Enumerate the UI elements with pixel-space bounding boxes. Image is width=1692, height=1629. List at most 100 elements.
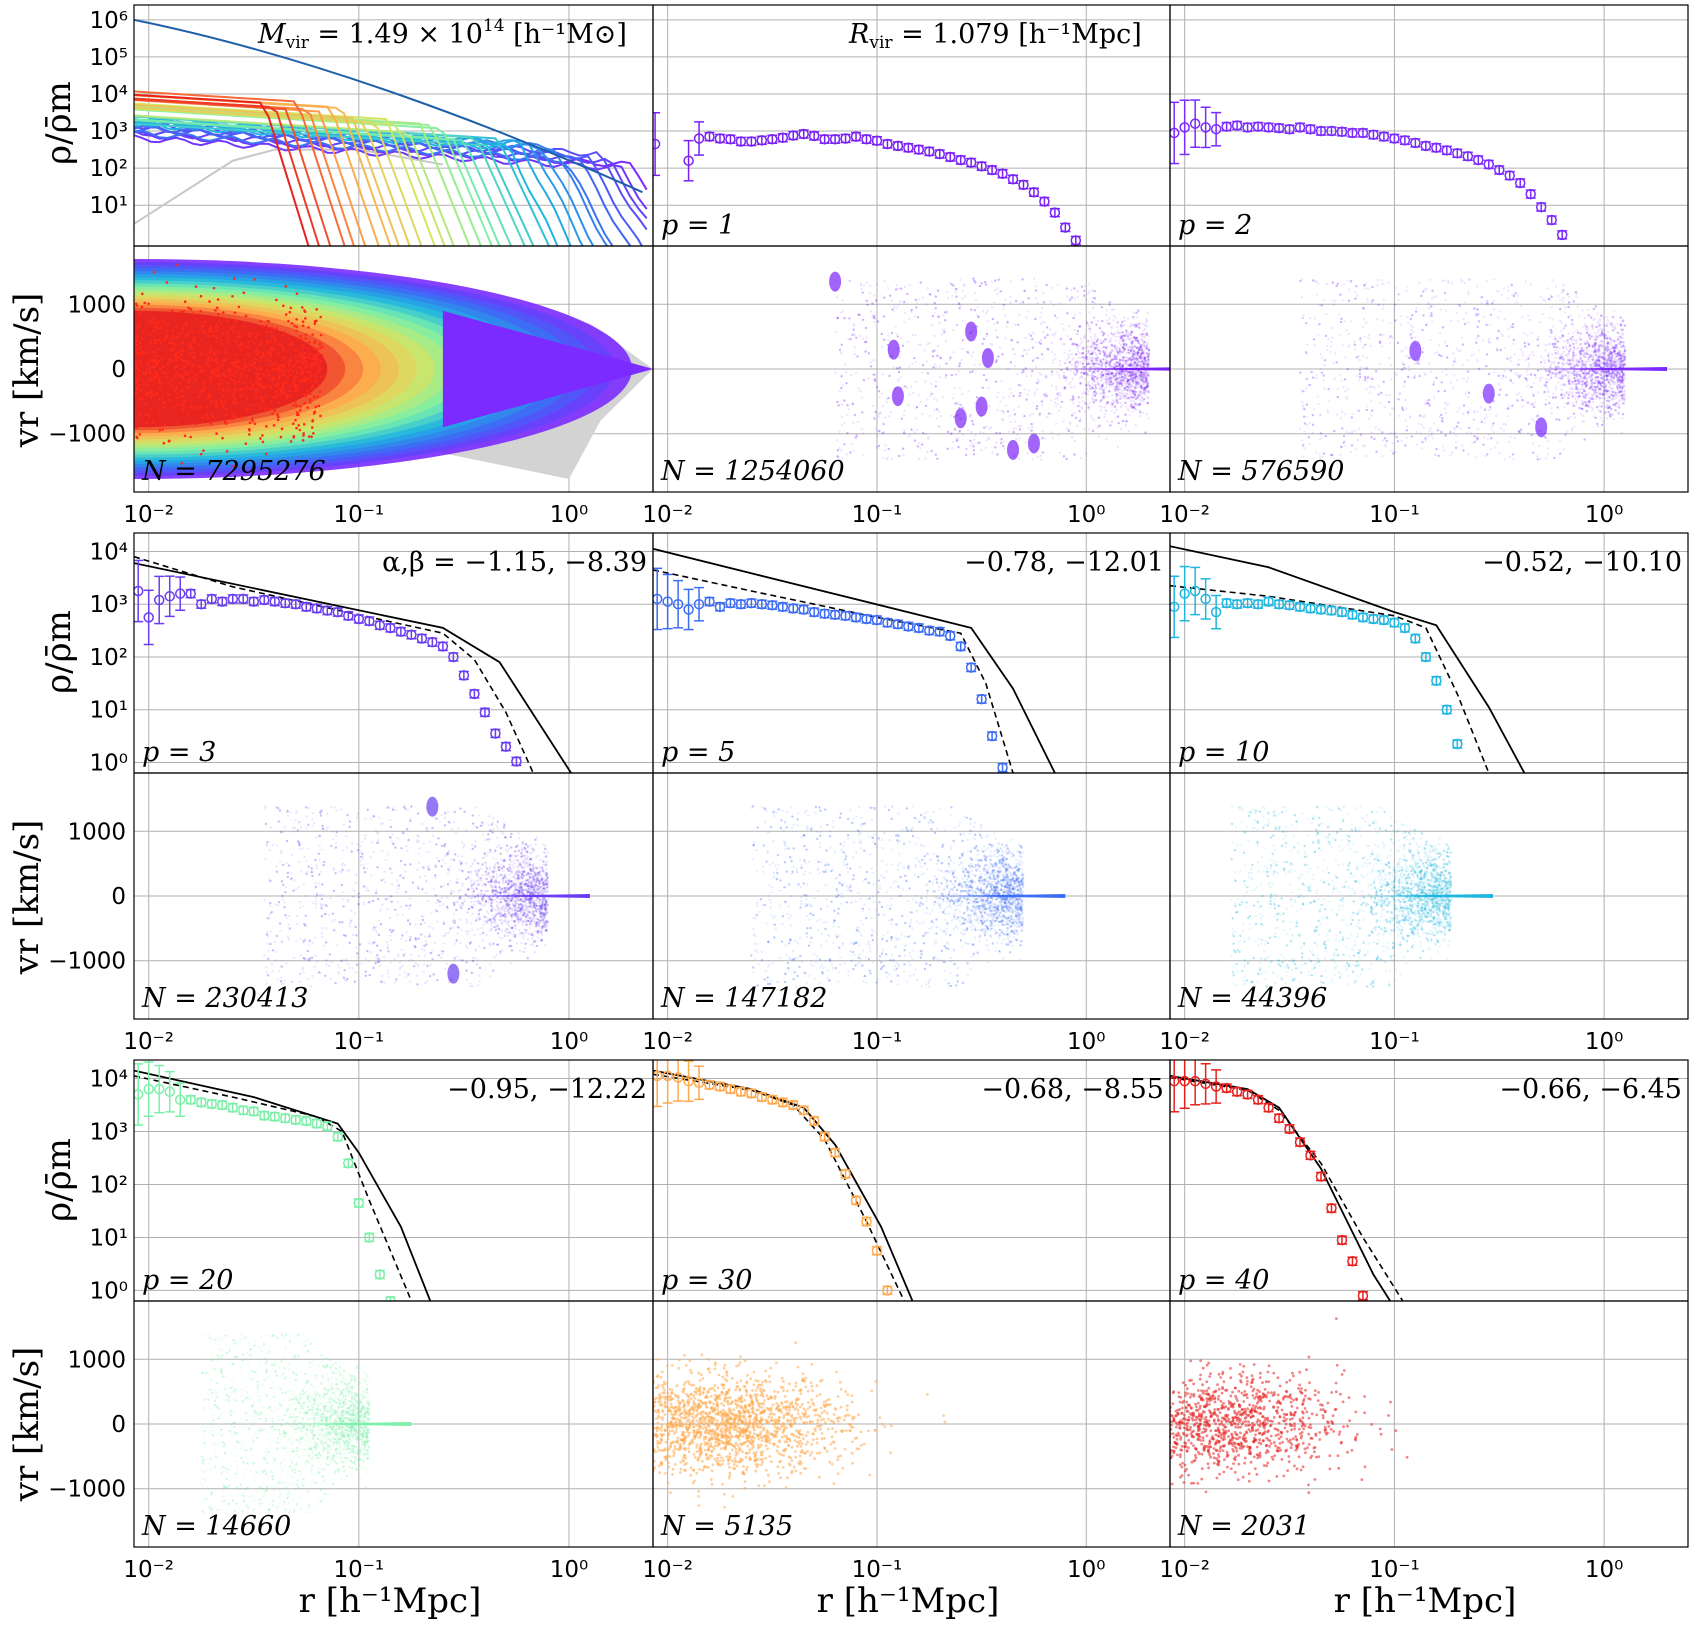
velocity-point <box>1016 433 1019 436</box>
velocity-point <box>870 310 873 313</box>
velocity-point <box>838 348 842 351</box>
velocity-point <box>1013 364 1017 368</box>
velocity-point <box>1130 379 1133 382</box>
density-point <box>1399 135 1411 146</box>
velocity-point <box>188 385 192 388</box>
velocity-point <box>1564 306 1567 309</box>
velocity-point <box>1483 436 1486 439</box>
velocity-point <box>158 387 162 390</box>
velocity-point <box>1110 372 1113 375</box>
velocity-point <box>1103 362 1106 365</box>
velocity-point <box>1600 329 1604 333</box>
velocity-point <box>1076 295 1080 299</box>
velocity-point <box>147 302 150 306</box>
velocity-point <box>1503 317 1507 321</box>
velocity-point <box>877 415 880 418</box>
velocity-point <box>1010 338 1013 342</box>
velocity-point <box>877 412 881 416</box>
velocity-point <box>1620 375 1624 378</box>
velocity-point <box>1122 389 1126 392</box>
velocity-point <box>1116 370 1119 373</box>
velocity-point <box>1589 363 1592 367</box>
velocity-point <box>1129 374 1132 377</box>
velocity-point <box>1620 393 1623 397</box>
velocity-point <box>1602 327 1605 330</box>
velocity-point <box>232 390 236 394</box>
velocity-point <box>1081 392 1084 395</box>
velocity-point <box>1595 363 1598 366</box>
velocity-point <box>1121 364 1124 367</box>
velocity-point <box>1440 381 1444 384</box>
velocity-point <box>1016 372 1019 376</box>
velocity-point <box>1019 302 1022 305</box>
velocity-point <box>1544 361 1547 365</box>
velocity-point <box>174 353 177 357</box>
velocity-point <box>1598 350 1601 353</box>
velocity-point <box>1041 404 1044 407</box>
velocity-point <box>1567 382 1571 385</box>
velocity-point <box>1105 309 1109 312</box>
velocity-point <box>1608 337 1612 340</box>
velocity-point <box>1055 387 1058 390</box>
velocity-point <box>291 343 294 347</box>
velocity-point <box>302 423 306 426</box>
velocity-point <box>1584 381 1587 385</box>
velocity-point <box>251 386 254 390</box>
density-point <box>1326 125 1337 137</box>
velocity-point <box>1590 379 1593 382</box>
velocity-point <box>1106 401 1109 404</box>
density-point <box>767 133 778 145</box>
velocity-point <box>1137 351 1140 354</box>
velocity-point <box>153 371 157 374</box>
velocity-point <box>1582 377 1586 380</box>
velocity-point <box>1556 362 1559 366</box>
velocity-point <box>1603 392 1606 395</box>
velocity-point <box>1089 369 1092 372</box>
velocity-point <box>1107 355 1111 359</box>
velocity-point <box>1124 359 1127 363</box>
velocity-point <box>215 336 219 340</box>
velocity-point <box>1609 383 1612 386</box>
velocity-point <box>858 313 861 317</box>
velocity-point <box>174 356 178 359</box>
velocity-point <box>1599 376 1603 380</box>
velocity-point <box>867 377 870 380</box>
velocity-point <box>895 367 899 370</box>
velocity-point <box>1345 329 1348 332</box>
velocity-point <box>1139 373 1142 376</box>
velocity-point <box>1602 317 1605 320</box>
velocity-point <box>277 377 281 381</box>
density-point <box>986 164 998 176</box>
profile-line <box>134 97 321 246</box>
velocity-point <box>1495 289 1498 293</box>
velocity-point <box>1590 335 1593 338</box>
velocity-point <box>1109 360 1112 363</box>
velocity-point <box>1573 397 1577 400</box>
velocity-point <box>254 390 258 394</box>
velocity-point <box>971 370 974 373</box>
velocity-point <box>1081 407 1084 410</box>
velocity-point <box>1102 358 1105 361</box>
velocity-point <box>1122 392 1126 395</box>
velocity-point <box>1577 370 1580 374</box>
velocity-point <box>1078 325 1081 328</box>
velocity-point <box>1036 405 1039 408</box>
velocity-point <box>1142 352 1145 355</box>
velocity-point <box>1094 386 1098 390</box>
velocity-point <box>1371 299 1375 302</box>
density-point <box>1368 129 1379 141</box>
velocity-point <box>313 322 317 325</box>
velocity-point <box>1130 362 1133 366</box>
velocity-point <box>1062 371 1066 375</box>
velocity-point <box>1118 369 1122 373</box>
velocity-point <box>1142 362 1145 366</box>
velocity-point <box>1023 289 1026 292</box>
velocity-point <box>1571 358 1575 361</box>
velocity-point <box>1092 370 1095 373</box>
velocity-point <box>1093 297 1096 300</box>
velocity-point <box>1114 362 1117 365</box>
velocity-point <box>1090 321 1094 324</box>
velocity-point <box>1587 372 1590 375</box>
velocity-point <box>918 441 921 444</box>
velocity-point <box>1102 350 1105 353</box>
